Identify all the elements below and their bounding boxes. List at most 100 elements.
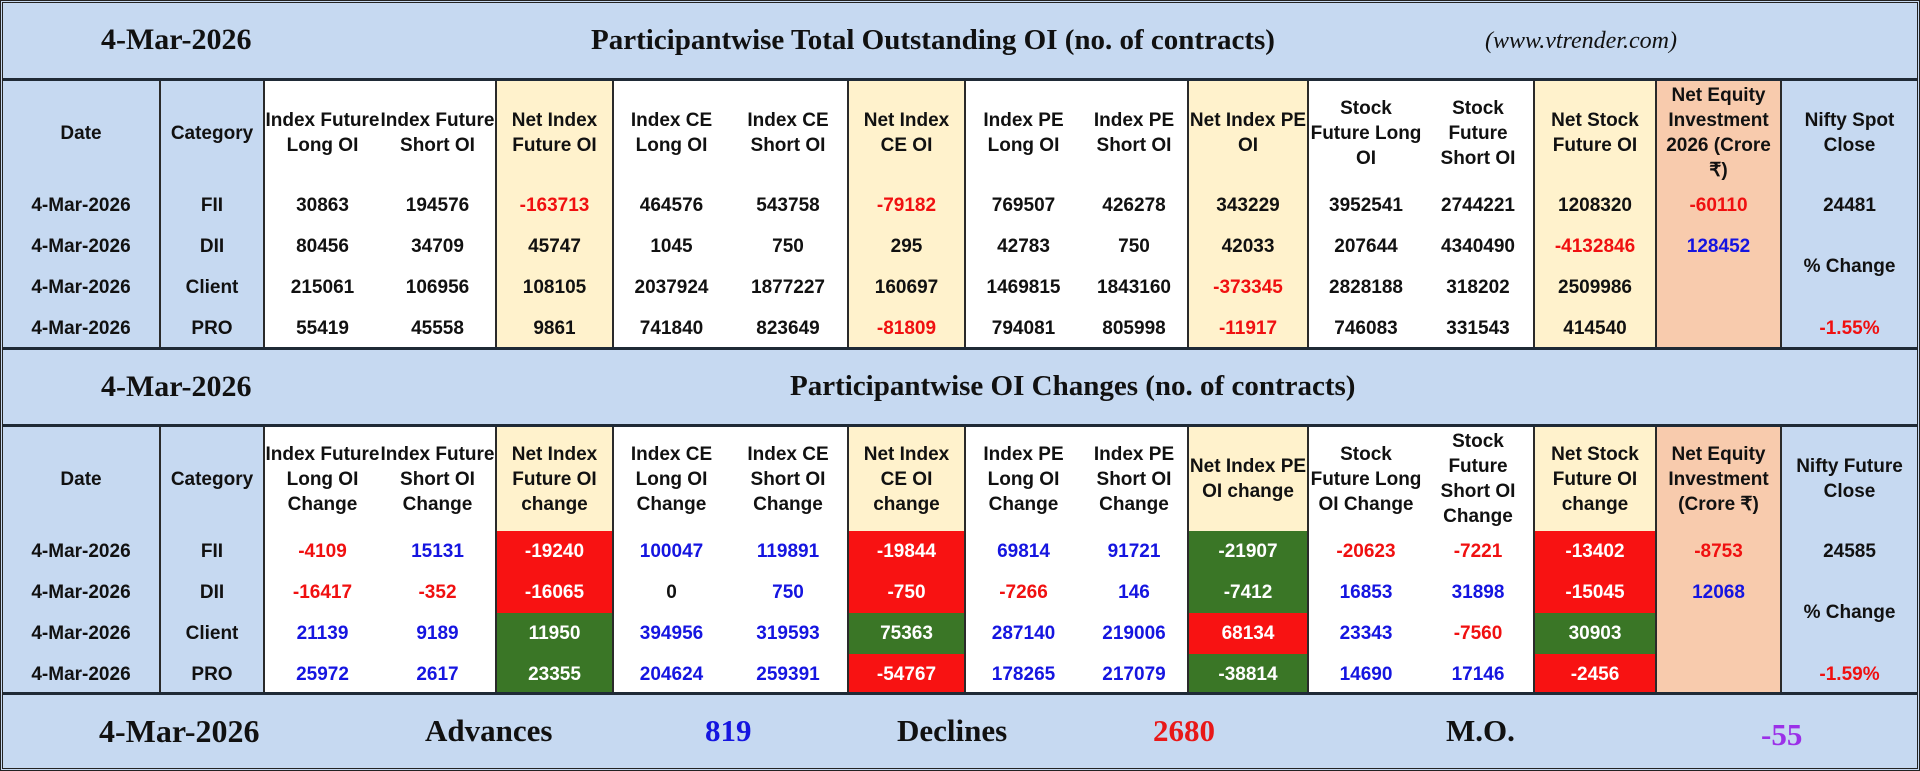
data-cell: 2828188 — [1307, 267, 1423, 308]
header-row: Date Category Index Future Long OI Change I… — [3, 427, 1917, 531]
data-cell: -11917 — [1187, 308, 1308, 349]
column-header: Stock Future Short OI — [1423, 81, 1534, 185]
data-cell: 42783 — [964, 226, 1081, 267]
data-cell: -8753 — [1655, 531, 1781, 572]
data-cell: 17146 — [1423, 654, 1534, 695]
column-header: Category — [159, 427, 264, 531]
table-row: 4-Mar-2026 DII 80456 34709 45747 1045 750 295 42… — [3, 226, 1917, 308]
divider — [3, 78, 1917, 81]
section1-title: Participantwise Total Outstanding OI (no… — [591, 24, 1275, 56]
data-cell: 9861 — [495, 308, 613, 349]
data-cell: 23343 — [1307, 613, 1423, 654]
data-cell: 3952541 — [1307, 185, 1423, 226]
data-cell: 2744221 — [1423, 185, 1534, 226]
data-cell: 160697 — [847, 267, 965, 308]
data-cell: 741840 — [612, 308, 729, 349]
column-header: Stock Future Short OI Change — [1423, 427, 1534, 531]
divider — [3, 347, 1917, 350]
data-cell: -4109 — [263, 531, 380, 572]
column-header: Index CE Short OI Change — [729, 427, 848, 531]
data-cell: -7221 — [1423, 531, 1534, 572]
column-header: Net Equity Investment 2026 (Crore ₹) — [1655, 81, 1781, 185]
section1-title-band: 4-Mar-2026 Participantwise Total Outstan… — [3, 3, 1917, 78]
data-cell: 0 — [612, 572, 729, 613]
data-cell: -13402 — [1533, 531, 1656, 572]
data-cell: 319593 — [729, 613, 848, 654]
data-cell: 31898 — [1423, 572, 1534, 613]
mo-value: -55 — [1761, 717, 1803, 752]
data-cell: -750 — [847, 572, 965, 613]
data-cell: 343229 — [1187, 185, 1308, 226]
column-header: Net Index PE OI — [1187, 81, 1308, 185]
row-date: 4-Mar-2026 — [3, 613, 160, 654]
row-date: 4-Mar-2026 — [3, 267, 160, 308]
data-cell: 823649 — [729, 308, 848, 349]
column-header: Nifty Future Close — [1780, 427, 1917, 531]
column-header: Index CE Long OI Change — [612, 427, 729, 531]
outstanding-oi-table: Date Category Index Future Long OI Index Fu… — [3, 81, 1917, 349]
data-cell: 543758 — [729, 185, 848, 226]
data-cell: 259391 — [729, 654, 848, 695]
row-category: Client — [159, 267, 264, 308]
data-cell — [1655, 654, 1781, 695]
data-cell: 146 — [1081, 572, 1188, 613]
column-header: Stock Future Long OI — [1307, 81, 1423, 185]
data-cell: 331543 — [1423, 308, 1534, 349]
column-header: Index CE Short OI — [729, 81, 848, 185]
data-cell: -21907 — [1187, 531, 1308, 572]
data-cell: -16417 — [263, 572, 380, 613]
row-category: PRO — [159, 308, 264, 349]
data-cell: -352 — [380, 572, 496, 613]
data-cell: 11950 — [495, 613, 613, 654]
column-header: Index PE Long OI — [964, 81, 1081, 185]
column-header: Index Future Short OI Change — [380, 427, 496, 531]
nifty-close-value: 24481 — [1780, 185, 1917, 226]
data-cell: -15045 — [1533, 572, 1656, 613]
data-cell: -4132846 — [1533, 226, 1656, 267]
data-cell: 1843160 — [1081, 267, 1188, 308]
column-header: Net Index CE OI — [847, 81, 965, 185]
row-date: 4-Mar-2026 — [3, 226, 160, 267]
data-cell: 215061 — [263, 267, 380, 308]
column-header: Net Equity Investment (Crore ₹) — [1655, 427, 1781, 531]
header-row: Date Category Index Future Long OI Index Fu… — [3, 81, 1917, 185]
data-cell: -81809 — [847, 308, 965, 349]
data-cell: -79182 — [847, 185, 965, 226]
data-cell: 75363 — [847, 613, 965, 654]
data-cell: -7412 — [1187, 572, 1308, 613]
data-cell: 414540 — [1533, 308, 1656, 349]
table-row: 4-Mar-2026 PRO 25972 2617 23355 204624 259391-… — [3, 654, 1917, 695]
data-cell: 746083 — [1307, 308, 1423, 349]
data-cell: 750 — [729, 572, 848, 613]
data-cell: 30903 — [1533, 613, 1656, 654]
market-breadth-footer: 4-Mar-2026 Advances 819 Declines 2680 M.… — [3, 695, 1917, 768]
data-cell: 45747 — [495, 226, 613, 267]
data-cell: 1877227 — [729, 267, 848, 308]
data-cell: -19844 — [847, 531, 965, 572]
data-cell: 295 — [847, 226, 965, 267]
data-cell: 287140 — [964, 613, 1081, 654]
data-cell: 2037924 — [612, 267, 729, 308]
section2-date: 4-Mar-2026 — [101, 370, 252, 403]
site-link: (www.vtrender.com) — [1485, 28, 1677, 54]
data-cell: -60110 — [1655, 185, 1781, 226]
column-header: Index Future Short OI — [380, 81, 496, 185]
data-cell: -7560 — [1423, 613, 1534, 654]
data-cell: 2509986 — [1533, 267, 1656, 308]
column-header: Net Index Future OI change — [495, 427, 613, 531]
column-header: Index Future Long OI — [263, 81, 380, 185]
data-cell — [1655, 308, 1781, 349]
row-category: FII — [159, 531, 264, 572]
data-cell: -38814 — [1187, 654, 1308, 695]
row-date: 4-Mar-2026 — [3, 654, 160, 695]
column-header: Stock Future Long OI Change — [1307, 427, 1423, 531]
data-cell: 16853 — [1307, 572, 1423, 613]
column-header: Net Stock Future OI — [1533, 81, 1656, 185]
data-cell: 769507 — [964, 185, 1081, 226]
column-header: Net Stock Future OI change — [1533, 427, 1656, 531]
data-cell: -2456 — [1533, 654, 1656, 695]
declines-value: 2680 — [1153, 713, 1215, 748]
data-cell: 108105 — [495, 267, 613, 308]
data-cell: 207644 — [1307, 226, 1423, 267]
column-header: Index PE Short OI Change — [1081, 427, 1188, 531]
